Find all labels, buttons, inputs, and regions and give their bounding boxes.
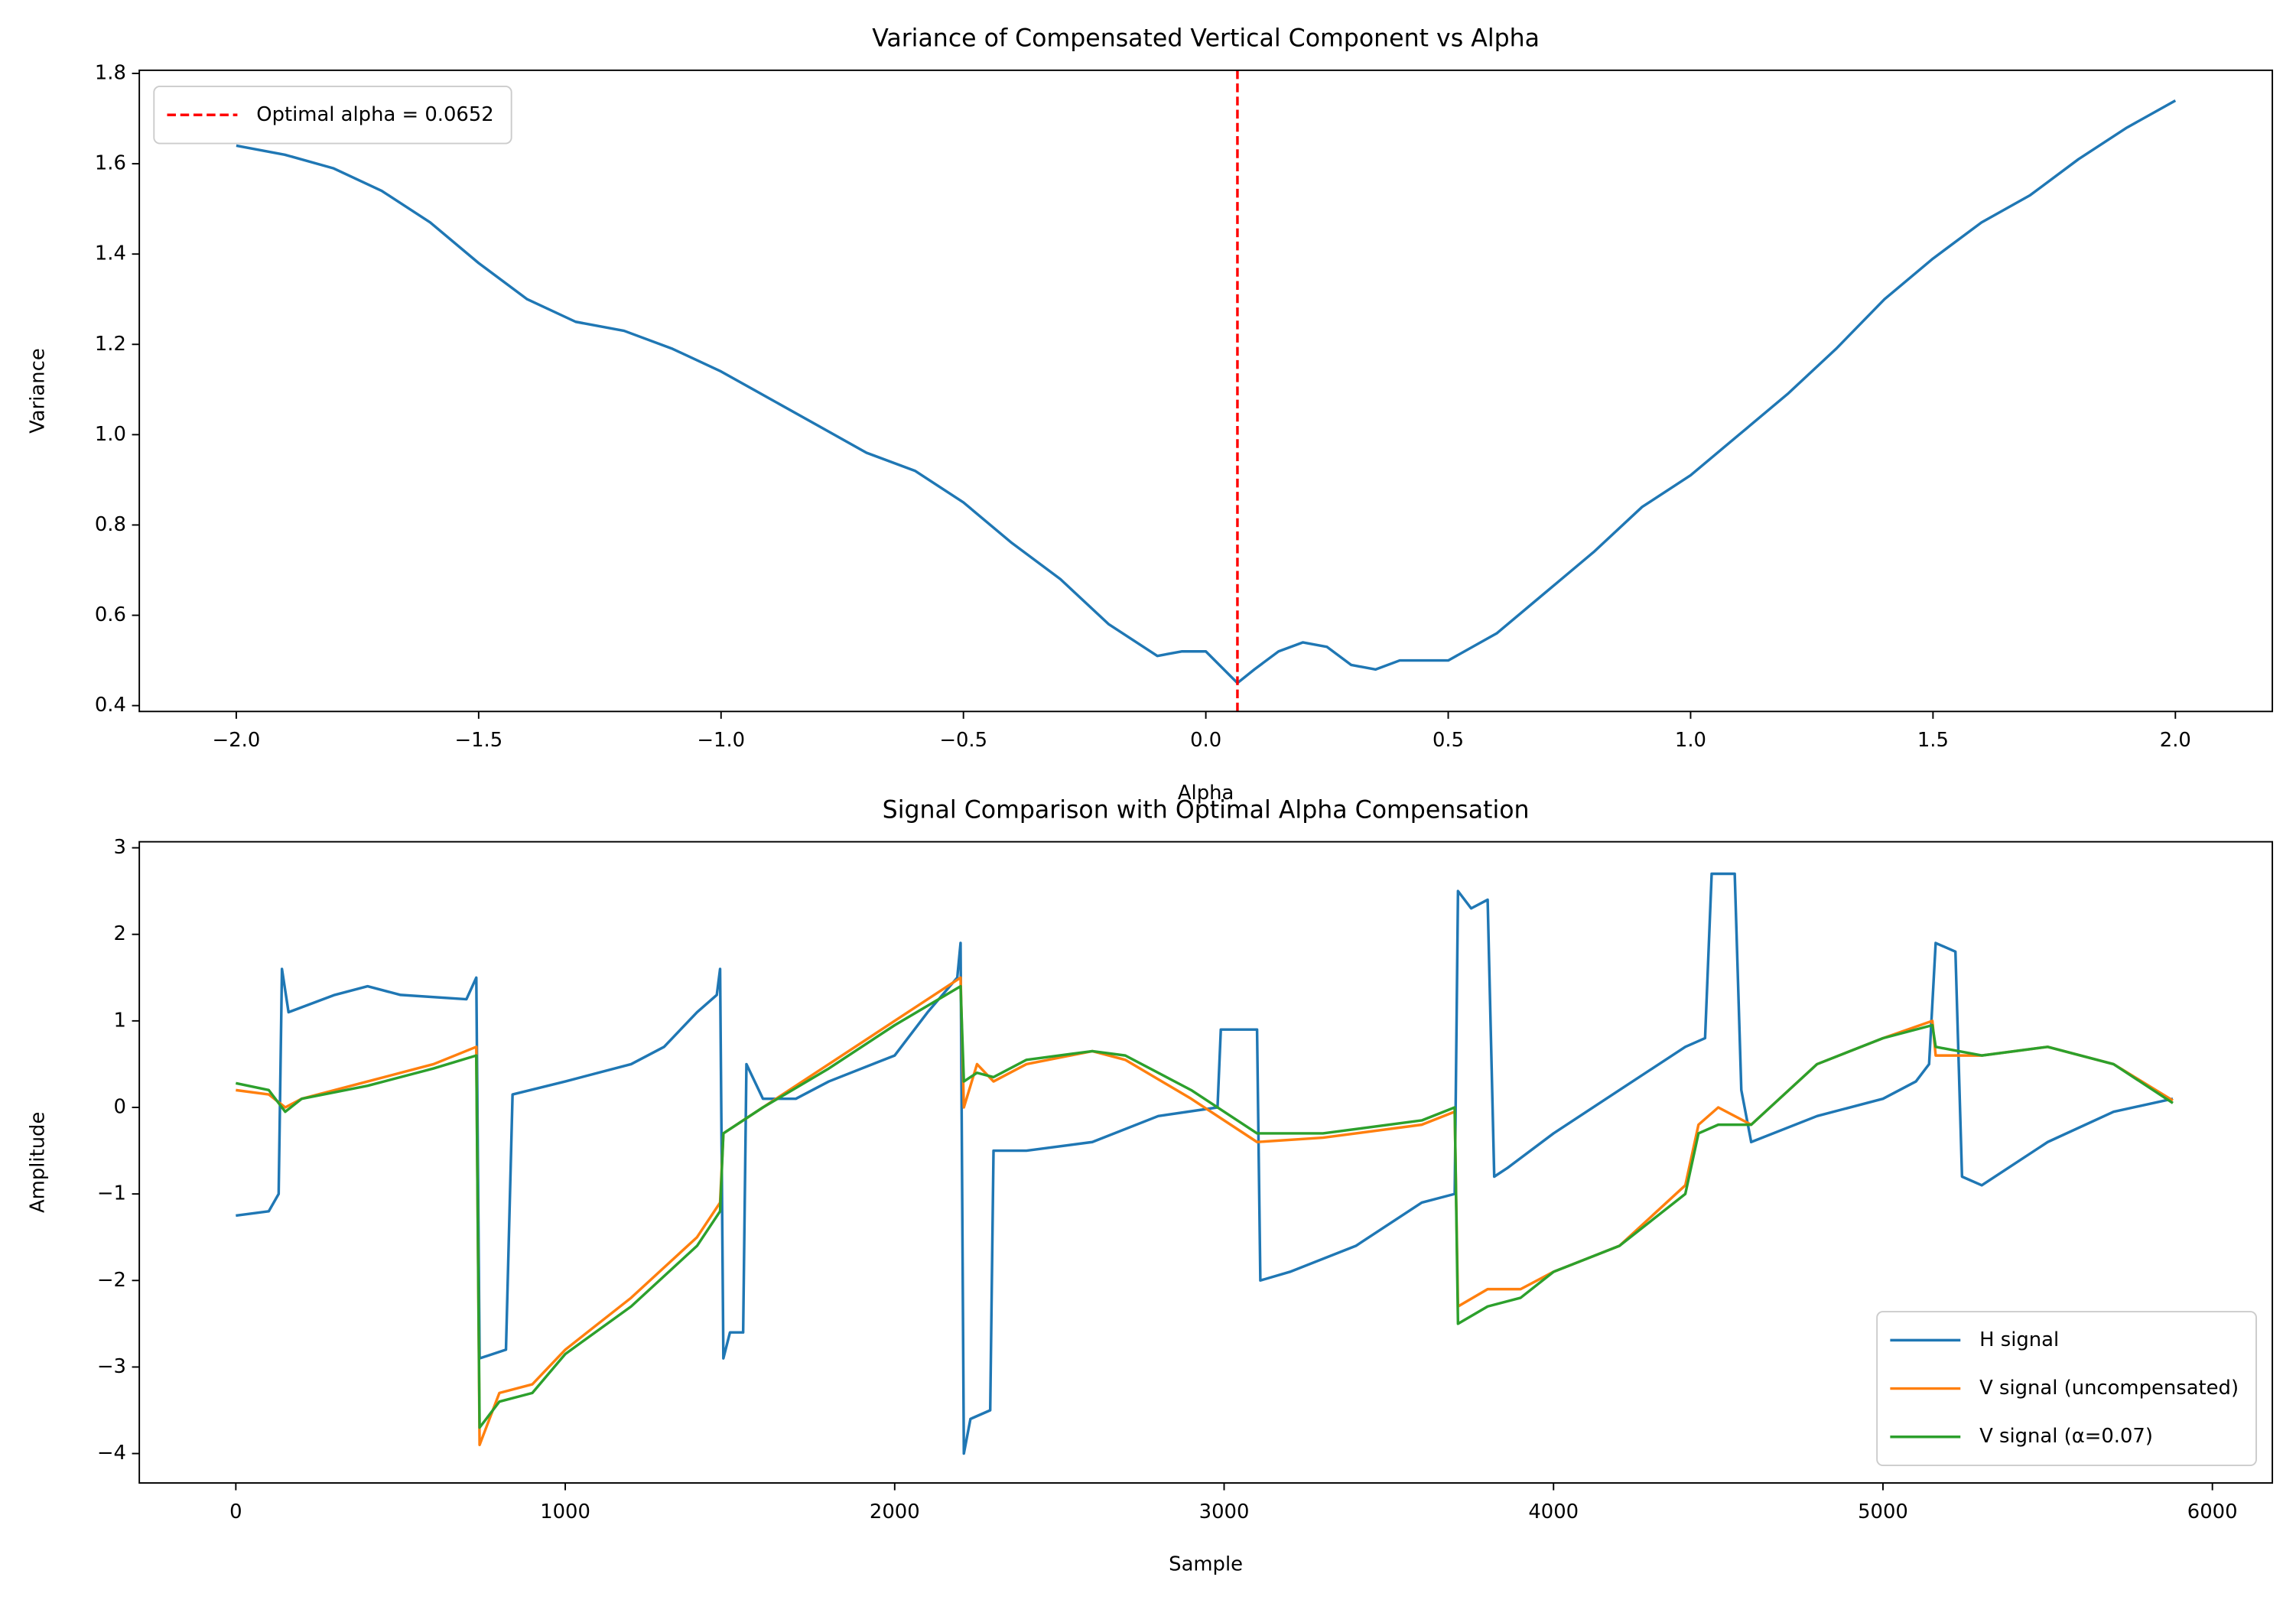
chart-title: Variance of Compensated Vertical Compone… <box>872 25 1540 53</box>
y-tick-label: 0 <box>113 1095 125 1118</box>
x-axis-label: Sample <box>1169 1553 1243 1576</box>
x-tick-label: 2000 <box>870 1501 920 1523</box>
data-line <box>236 99 2177 684</box>
y-tick-label: −1 <box>97 1182 126 1205</box>
legend-box <box>153 85 512 145</box>
y-tick-label: 1.4 <box>95 242 126 265</box>
y-axis-label: Variance <box>27 348 50 434</box>
y-axis-label: Amplitude <box>27 1112 50 1213</box>
legend-box <box>1876 1311 2257 1467</box>
x-tick-label: 3000 <box>1199 1501 1250 1523</box>
x-tick-label: 1.0 <box>1675 729 1706 752</box>
y-tick-label: 0.8 <box>95 513 126 536</box>
y-tick-label: 1.6 <box>95 152 126 175</box>
y-tick-label: −3 <box>97 1355 126 1378</box>
x-tick-label: 4000 <box>1528 1501 1579 1523</box>
y-tick-label: −2 <box>97 1269 126 1292</box>
x-tick-label: −1.5 <box>454 729 502 752</box>
x-tick-label: −2.0 <box>213 729 261 752</box>
data-line <box>235 984 2174 1429</box>
plot-area <box>235 872 2174 1455</box>
x-axis-label: Alpha <box>1178 782 1234 805</box>
chart-title: Signal Comparison with Optimal Alpha Com… <box>883 796 1530 824</box>
y-tick-label: 1.8 <box>95 62 126 85</box>
x-tick-label: 5000 <box>1858 1501 1908 1523</box>
legend-label: V signal (uncompensated) <box>1979 1377 2239 1400</box>
legend-label: Optimal alpha = 0.0652 <box>256 103 493 126</box>
y-tick-label: 1.0 <box>95 423 126 446</box>
x-tick-label: 0.0 <box>1190 729 1221 752</box>
x-tick-label: 0.5 <box>1433 729 1464 752</box>
y-tick-label: −4 <box>97 1442 126 1465</box>
y-tick-label: 0.6 <box>95 603 126 626</box>
x-tick-label: 0 <box>229 1501 242 1523</box>
legend-label: V signal (α=0.07) <box>1979 1425 2153 1448</box>
axes-frame <box>138 841 2274 1484</box>
y-tick-label: 2 <box>113 922 125 945</box>
legend: Optimal alpha = 0.0652 <box>153 85 512 145</box>
y-tick-label: 0.4 <box>95 694 126 717</box>
x-tick-label: 1000 <box>540 1501 590 1523</box>
x-tick-label: −0.5 <box>939 729 987 752</box>
x-tick-label: −1.0 <box>697 729 745 752</box>
y-tick-label: 1.2 <box>95 333 126 356</box>
y-tick-label: 1 <box>113 1009 125 1032</box>
x-tick-label: 2.0 <box>2160 729 2191 752</box>
axes-frame <box>138 69 2274 713</box>
y-tick-label: 3 <box>113 836 125 859</box>
plot-area <box>236 70 2177 712</box>
x-tick-label: 6000 <box>2187 1501 2238 1523</box>
x-tick-label: 1.5 <box>1917 729 1949 752</box>
legend: H signal V signal (uncompensated) V signal… <box>1876 1311 2257 1467</box>
legend-label: H signal <box>1979 1328 2059 1351</box>
